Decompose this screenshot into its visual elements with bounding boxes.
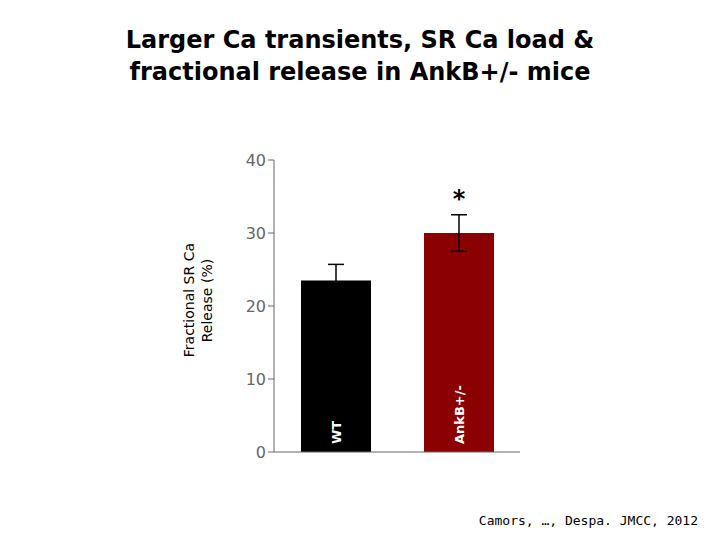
html-text:Fractional SR Ca Release (%): Fractional SR Ca Release (%) bbox=[180, 242, 215, 358]
html-text:Larger Ca transients, SR Ca lo: Larger Ca transients, SR Ca load & fract… bbox=[125, 26, 595, 87]
svg-text:0: 0 bbox=[256, 443, 266, 462]
svg-text:WT: WT bbox=[329, 421, 344, 444]
svg-text:*: * bbox=[453, 185, 466, 213]
svg-text:40: 40 bbox=[246, 151, 266, 170]
svg-text:AnkB+/-: AnkB+/- bbox=[452, 385, 467, 444]
svg-text:10: 10 bbox=[246, 370, 266, 389]
svg-text:30: 30 bbox=[246, 224, 266, 243]
svg-text:20: 20 bbox=[246, 297, 266, 316]
html-text:Camors, …, Despa. JMCC, 2012: Camors, …, Despa. JMCC, 2012 bbox=[478, 513, 698, 528]
